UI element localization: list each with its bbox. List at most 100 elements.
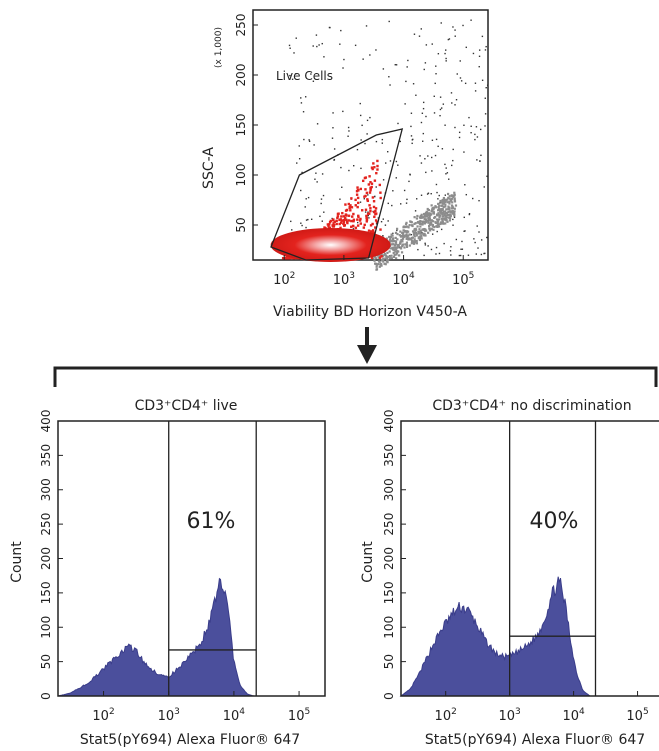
histogram-nodisc-y-axis-label: Count bbox=[360, 541, 376, 583]
scatter-event bbox=[392, 190, 394, 192]
scatter-event bbox=[388, 76, 390, 78]
live-cell-event bbox=[375, 171, 378, 175]
dead-cell-event bbox=[407, 237, 410, 240]
scatter-event bbox=[310, 218, 313, 220]
scatter-event bbox=[446, 172, 449, 174]
dead-cell-event bbox=[392, 238, 395, 241]
dead-cell-event bbox=[394, 240, 398, 244]
scatter-event bbox=[369, 116, 371, 119]
scatter-event bbox=[291, 229, 293, 231]
scatter-event bbox=[307, 218, 309, 221]
live-cell-event bbox=[355, 193, 359, 196]
live-cell-event bbox=[356, 218, 359, 221]
hist-y-tick-label: 300 bbox=[39, 478, 53, 501]
dead-cell-event bbox=[437, 202, 440, 205]
scatter-event bbox=[364, 142, 366, 145]
scatter-event bbox=[411, 142, 413, 145]
scatter-event bbox=[403, 189, 406, 192]
scatter-event bbox=[312, 80, 315, 82]
live-cell-event bbox=[285, 256, 288, 260]
hist-x-tick-label: 102 bbox=[435, 707, 457, 724]
scatter-event bbox=[431, 43, 433, 45]
scatter-x-ticks: 102 103 104 105 bbox=[273, 255, 474, 288]
scatter-event bbox=[439, 108, 442, 111]
dead-cell-event bbox=[405, 234, 408, 238]
live-cell-event bbox=[360, 209, 364, 212]
dead-cell-event bbox=[421, 222, 424, 225]
dead-cell-event bbox=[446, 220, 449, 223]
dead-cell-event bbox=[428, 229, 432, 232]
scatter-event bbox=[388, 20, 390, 23]
scatter-event bbox=[459, 254, 462, 257]
live-cell-event bbox=[356, 201, 360, 205]
scatter-event bbox=[397, 164, 399, 166]
scatter-event bbox=[375, 223, 378, 225]
scatter-event bbox=[406, 198, 408, 201]
scatter-x-tick-label: 103 bbox=[333, 271, 355, 288]
dead-cell-event bbox=[432, 228, 435, 231]
histogram-live-x-axis-label: Stat5(pY694) Alexa Fluor® 647 bbox=[80, 732, 300, 748]
dead-cell-event bbox=[408, 224, 411, 227]
scatter-event bbox=[304, 96, 307, 98]
dead-cell-event bbox=[448, 197, 451, 200]
scatter-event bbox=[478, 55, 481, 58]
live-cell-event bbox=[332, 218, 335, 221]
scatter-y-scale-note: (x 1,000) bbox=[214, 27, 224, 68]
live-cell-event bbox=[365, 214, 368, 218]
dead-cell-event bbox=[453, 213, 456, 216]
scatter-event bbox=[291, 78, 294, 80]
dead-cell-event bbox=[437, 225, 441, 228]
live-cell-event bbox=[358, 219, 362, 222]
scatter-event bbox=[451, 102, 453, 104]
dead-cell-event bbox=[383, 262, 386, 265]
live-cell-event bbox=[372, 210, 376, 214]
live-cell-event bbox=[342, 221, 346, 224]
scatter-event bbox=[332, 112, 334, 114]
scatter-event bbox=[454, 35, 456, 37]
live-cell-event bbox=[380, 255, 383, 258]
scatter-event bbox=[454, 104, 456, 106]
scatter-y-tick-label: 150 bbox=[234, 114, 248, 137]
dead-cell-event bbox=[449, 217, 452, 220]
scatter-event bbox=[427, 192, 430, 194]
scatter-event bbox=[414, 210, 417, 212]
scatter-event bbox=[483, 252, 485, 255]
live-cell-event bbox=[336, 215, 340, 218]
live-cell-event bbox=[340, 215, 343, 218]
dead-cell-event bbox=[453, 200, 457, 203]
dead-cell-event bbox=[389, 247, 392, 250]
dead-cell-event bbox=[437, 212, 440, 215]
dead-cell-event bbox=[436, 220, 440, 223]
histogram-nodisc-gate bbox=[509, 421, 597, 696]
dead-cell-event bbox=[453, 207, 456, 210]
scatter-event bbox=[384, 224, 387, 226]
scatter-event bbox=[362, 58, 364, 60]
scatter-event bbox=[332, 127, 334, 129]
dead-cell-event bbox=[444, 210, 447, 213]
scatter-event bbox=[323, 211, 325, 213]
scatter-event bbox=[478, 49, 481, 51]
dead-cell-event bbox=[434, 215, 437, 219]
dead-cell-event bbox=[433, 225, 436, 229]
scatter-event bbox=[298, 145, 300, 147]
dead-cell-event bbox=[447, 207, 450, 210]
dead-cell-event bbox=[444, 222, 447, 225]
live-cell-event bbox=[356, 224, 360, 227]
scatter-event bbox=[301, 224, 303, 227]
live-cell-event bbox=[349, 204, 352, 207]
live-cell-event bbox=[363, 223, 366, 227]
live-cell-event bbox=[352, 218, 356, 221]
scatter-event bbox=[313, 144, 315, 146]
dead-cell-event bbox=[396, 232, 399, 236]
dead-cell-event bbox=[422, 220, 426, 224]
histogram-nodisc-y-ticks: 0 50 100 150 200 250 300 350 400 bbox=[382, 410, 406, 700]
live-cell-event bbox=[368, 191, 372, 194]
scatter-event bbox=[463, 216, 465, 219]
scatter-event bbox=[459, 60, 461, 62]
live-cell-event bbox=[364, 208, 368, 211]
dead-cell-event bbox=[394, 243, 398, 246]
hist-y-tick-label: 350 bbox=[39, 444, 53, 467]
dead-cell-event bbox=[441, 202, 444, 205]
scatter-event bbox=[452, 218, 454, 221]
hist-y-tick-label: 400 bbox=[39, 410, 53, 433]
